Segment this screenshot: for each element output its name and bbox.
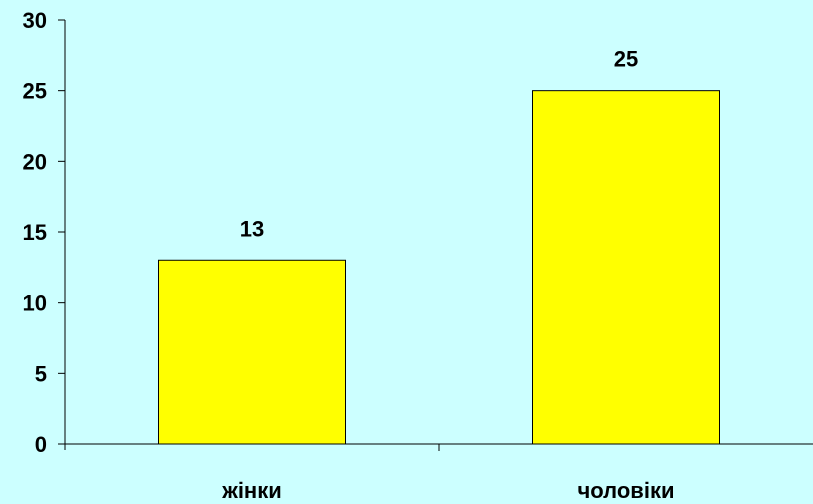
- bars: [158, 90, 720, 445]
- x-tick-label: жінки: [221, 478, 282, 503]
- x-tick-label: чоловіки: [578, 478, 675, 503]
- y-tick-label: 15: [23, 220, 47, 245]
- y-tick-label: 20: [23, 149, 47, 174]
- y-tick-label: 10: [23, 291, 47, 316]
- y-tick-label: 25: [23, 79, 47, 104]
- y-tick-label: 30: [23, 8, 47, 33]
- bar: [532, 90, 720, 445]
- labels: 0 5 10 15 20 25 30 13 жінки 25 чоловіки: [23, 8, 675, 503]
- y-tick-label: 0: [35, 432, 47, 457]
- bar: [158, 259, 346, 445]
- y-tick-label: 5: [35, 361, 47, 386]
- data-label: 13: [240, 216, 264, 241]
- data-label: 25: [614, 47, 638, 72]
